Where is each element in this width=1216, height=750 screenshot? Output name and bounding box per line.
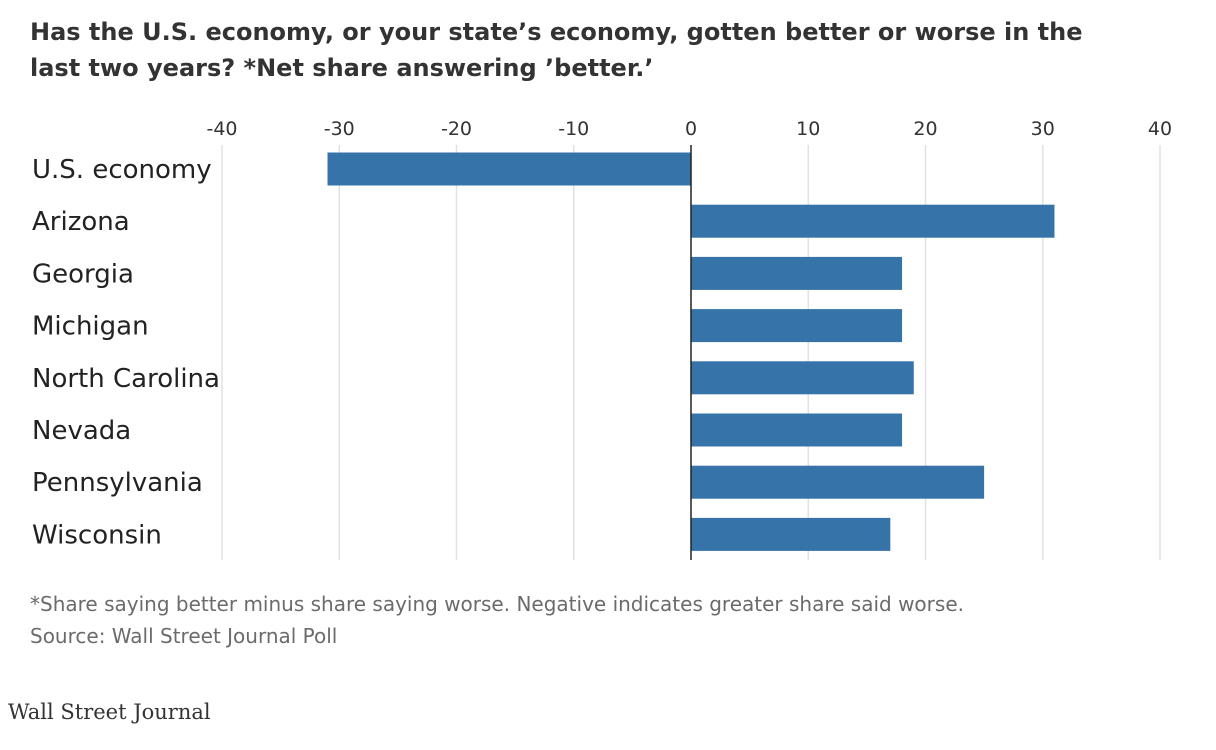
category-label: Georgia (32, 259, 134, 289)
bar-pennsylvania (691, 465, 985, 499)
category-label: Wisconsin (32, 520, 162, 550)
bar-u-s-economy (327, 152, 691, 186)
bar-michigan (691, 309, 903, 343)
x-tick-label: -20 (441, 118, 472, 140)
category-label: Arizona (32, 207, 130, 237)
bar-chart: -40 -30 -20 -10 0 10 20 30 40 U.S. economy Arizon… (32, 118, 1172, 560)
x-tick-label: 30 (1031, 118, 1055, 140)
category-label: Nevada (32, 416, 131, 446)
category-label: U.S. economy (32, 155, 212, 185)
x-tick-label: 0 (685, 118, 697, 140)
brand-logo: Wall Street Journal (8, 700, 211, 724)
bar-north-carolina (691, 361, 914, 395)
category-labels: U.S. economy Arizona Georgia Michigan North … (32, 155, 220, 550)
x-tick-label: 10 (796, 118, 820, 140)
bar-arizona (691, 204, 1055, 238)
x-tick-label: -10 (558, 118, 589, 140)
chart-source: Source: Wall Street Journal Poll (30, 624, 338, 648)
x-axis-ticks: -40 -30 -20 -10 0 10 20 30 40 (206, 118, 1172, 140)
x-tick-label: 40 (1148, 118, 1172, 140)
category-label: Michigan (32, 312, 149, 342)
chart-note: *Share saying better minus share saying … (30, 592, 964, 616)
bar-wisconsin (691, 517, 891, 551)
bar-nevada (691, 413, 903, 447)
bar-georgia (691, 256, 903, 290)
x-tick-label: 20 (913, 118, 937, 140)
chart-title: Has the U.S. economy, or your state’s ec… (30, 18, 1083, 82)
bars (327, 152, 1055, 551)
x-tick-label: -40 (206, 118, 237, 140)
category-label: North Carolina (32, 364, 220, 394)
category-label: Pennsylvania (32, 468, 203, 498)
x-tick-label: -30 (324, 118, 355, 140)
